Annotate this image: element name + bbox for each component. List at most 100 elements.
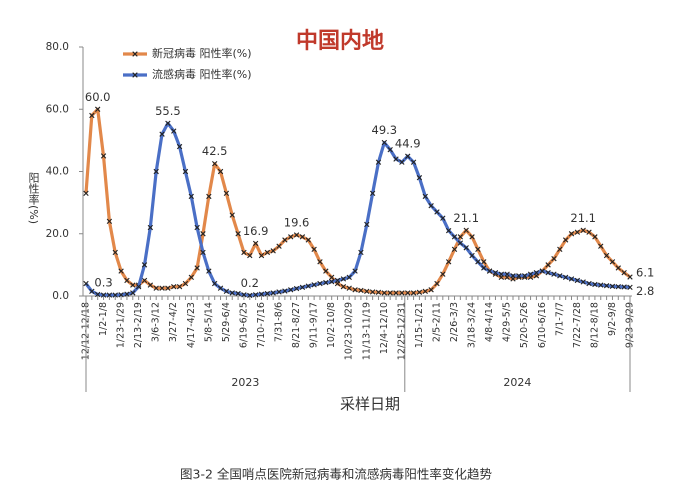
point-marker bbox=[364, 221, 370, 228]
point-marker bbox=[247, 292, 253, 299]
legend-marker bbox=[132, 51, 138, 57]
series-line bbox=[84, 121, 631, 297]
point-marker bbox=[211, 280, 218, 287]
data-label: 6.1 bbox=[636, 266, 654, 280]
point-marker bbox=[247, 252, 253, 259]
point-marker bbox=[457, 240, 464, 246]
point-marker bbox=[182, 280, 189, 287]
point-marker bbox=[165, 285, 171, 291]
x-tick-label: 2/26-3/3 bbox=[449, 302, 460, 342]
point-marker bbox=[375, 289, 382, 295]
point-marker bbox=[539, 268, 545, 274]
point-marker bbox=[568, 231, 575, 237]
point-marker bbox=[562, 274, 569, 281]
point-marker bbox=[551, 255, 557, 262]
point-marker bbox=[264, 290, 271, 297]
point-marker bbox=[551, 271, 557, 277]
point-marker bbox=[486, 268, 493, 274]
point-marker bbox=[510, 273, 516, 279]
point-marker bbox=[206, 268, 212, 274]
x-tick-label: 7/10-7/16 bbox=[256, 302, 267, 348]
point-marker bbox=[358, 249, 364, 256]
point-marker bbox=[130, 290, 136, 296]
point-marker bbox=[95, 291, 101, 298]
point-marker bbox=[410, 290, 417, 296]
point-marker bbox=[282, 288, 288, 294]
point-marker bbox=[270, 248, 276, 254]
x-tick-label: 7/22-7/28 bbox=[572, 302, 583, 348]
x-tick-label: 3/18-3/24 bbox=[467, 302, 478, 348]
point-marker bbox=[276, 289, 282, 295]
point-marker bbox=[399, 290, 405, 296]
x-tick-label: 9/2-9/8 bbox=[607, 302, 618, 336]
x-tick-label: 7/31-8/6 bbox=[274, 302, 285, 342]
x-tick-label: 4/29-5/5 bbox=[502, 302, 513, 342]
point-marker bbox=[603, 283, 610, 289]
point-marker bbox=[217, 285, 224, 291]
data-label: 21.1 bbox=[570, 211, 596, 225]
point-marker bbox=[171, 128, 177, 134]
point-marker bbox=[504, 271, 510, 277]
point-marker bbox=[100, 292, 107, 298]
point-marker bbox=[194, 265, 200, 271]
point-marker bbox=[393, 290, 399, 296]
point-marker bbox=[375, 159, 382, 165]
point-marker bbox=[317, 280, 323, 287]
point-marker bbox=[358, 287, 364, 294]
point-marker bbox=[346, 285, 352, 291]
point-marker bbox=[405, 153, 411, 159]
data-label: 0.3 bbox=[94, 276, 112, 290]
point-marker bbox=[416, 175, 423, 181]
point-marker bbox=[141, 262, 148, 268]
data-label: 19.6 bbox=[284, 215, 310, 229]
point-marker bbox=[545, 262, 551, 268]
data-label: 44.9 bbox=[395, 137, 421, 151]
x-tick-label: 3/6-3/12 bbox=[151, 302, 162, 342]
x-tick-label: 4/17-4/23 bbox=[186, 302, 197, 348]
x-tick-label: 10/23-10/29 bbox=[344, 302, 355, 360]
point-marker bbox=[311, 246, 317, 253]
point-marker bbox=[323, 268, 329, 274]
point-marker bbox=[235, 290, 241, 297]
data-label: 0.2 bbox=[241, 276, 259, 290]
point-marker bbox=[598, 282, 604, 288]
point-marker bbox=[317, 259, 323, 265]
point-marker bbox=[568, 276, 575, 282]
point-marker bbox=[311, 282, 317, 288]
point-marker bbox=[598, 243, 604, 249]
point-marker bbox=[229, 290, 235, 296]
point-marker bbox=[118, 268, 124, 274]
x-tick-label: 1/2-1/8 bbox=[98, 302, 109, 336]
x-tick-label: 3/27-4/2 bbox=[168, 302, 179, 342]
point-marker bbox=[89, 112, 95, 119]
point-marker bbox=[83, 190, 89, 196]
x-tick-label: 9/11-9/17 bbox=[309, 302, 320, 348]
point-marker bbox=[527, 271, 534, 277]
point-marker bbox=[171, 283, 177, 290]
x-tick-label: 1/23-1/29 bbox=[116, 302, 127, 348]
point-marker bbox=[252, 240, 259, 247]
point-marker bbox=[106, 218, 113, 224]
point-marker bbox=[83, 280, 89, 287]
point-marker bbox=[176, 283, 183, 290]
point-marker bbox=[586, 280, 592, 287]
point-marker bbox=[463, 227, 469, 234]
point-marker bbox=[393, 156, 399, 162]
y-tick-label: 60.0 bbox=[46, 103, 69, 115]
point-marker bbox=[451, 246, 458, 253]
y-axis-label: 阳性率(%) bbox=[27, 172, 40, 224]
y-tick-label: 80.0 bbox=[46, 41, 69, 53]
point-marker bbox=[305, 237, 311, 243]
x-tick-label: 11/13-11/19 bbox=[361, 302, 372, 360]
point-marker bbox=[130, 282, 136, 288]
point-marker bbox=[615, 265, 621, 271]
point-marker bbox=[305, 283, 311, 289]
point-marker bbox=[211, 161, 218, 167]
point-marker bbox=[258, 252, 265, 259]
point-marker bbox=[434, 280, 440, 287]
point-marker bbox=[410, 159, 417, 165]
point-marker bbox=[422, 193, 428, 200]
point-marker bbox=[188, 193, 194, 200]
caption: 图3-2 全国哨点医院新冠病毒和流感病毒阳性率变化趋势 bbox=[180, 467, 492, 482]
point-marker bbox=[340, 276, 347, 282]
